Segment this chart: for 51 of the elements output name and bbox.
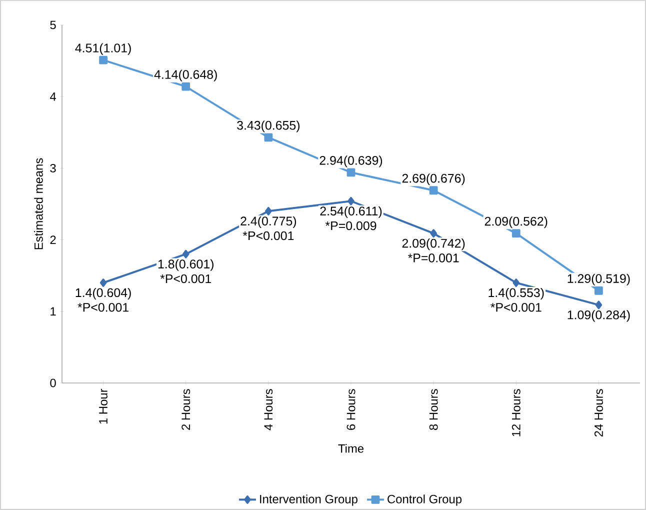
point	[512, 229, 520, 238]
point	[594, 286, 603, 295]
data-label: 2.09(0.742)	[402, 238, 465, 250]
annotation: *P<0.001	[490, 302, 542, 312]
point	[429, 186, 438, 195]
data-label: 4.51(1.01)	[75, 43, 131, 55]
x-tick-label: 6 Hours	[346, 389, 356, 430]
x-axis-title: Time	[338, 444, 364, 453]
point	[348, 196, 354, 206]
annotation: *P<0.001	[160, 274, 212, 284]
x-tick-label: 4 Hours	[264, 389, 273, 430]
x-tick-label: 8 Hours	[429, 389, 438, 430]
data-label: 2.09(0.562)	[484, 216, 548, 228]
x-tick-label: 12 Hours	[512, 389, 520, 436]
data-label: 3.43(0.655)	[237, 120, 300, 132]
data-label: 2.54(0.611)	[320, 206, 382, 218]
annotation: *P=0.009	[325, 221, 376, 230]
data-label: 2.94(0.639)	[320, 156, 382, 168]
x-tick-label: 1 Hour	[99, 388, 108, 424]
data-label: 4.14(0.648)	[154, 70, 217, 82]
x-tick-label: 2 Hours	[182, 389, 190, 430]
point	[100, 278, 107, 287]
y-tick-label: 5	[50, 20, 56, 30]
point	[430, 229, 437, 238]
point	[346, 168, 356, 177]
y-tick-label: 1	[50, 307, 56, 316]
data-label: 1.4(0.553)	[488, 288, 544, 300]
x-tick-label: 24 Hours	[594, 389, 603, 437]
data-label: 2.69(0.676)	[402, 174, 465, 186]
point	[265, 206, 272, 216]
y-axis-title: Estimated means	[34, 158, 43, 250]
y-tick-label: 2	[50, 236, 56, 244]
legend-label: Control Group	[388, 494, 462, 506]
y-tick-label: 4	[50, 92, 56, 101]
point	[99, 56, 108, 64]
y-tick-label: 3	[50, 164, 56, 172]
legend-label: Intervention Group	[260, 494, 358, 506]
point	[512, 278, 520, 287]
y-tick-label: 0	[50, 378, 56, 388]
annotation: *P<0.001	[242, 231, 294, 240]
point	[595, 300, 602, 310]
data-label: 1.09(0.284)	[568, 310, 630, 322]
point	[264, 133, 273, 142]
data-label: 1.4(0.604)	[76, 288, 131, 300]
annotation: *P=0.001	[408, 254, 459, 262]
data-label: 1.29(0.519)	[568, 274, 630, 286]
data-label: 1.8(0.601)	[158, 259, 214, 271]
point	[182, 82, 190, 91]
annotation: *P<0.001	[78, 302, 128, 312]
point	[182, 250, 190, 258]
data-label: 2.4(0.775)	[240, 216, 296, 228]
